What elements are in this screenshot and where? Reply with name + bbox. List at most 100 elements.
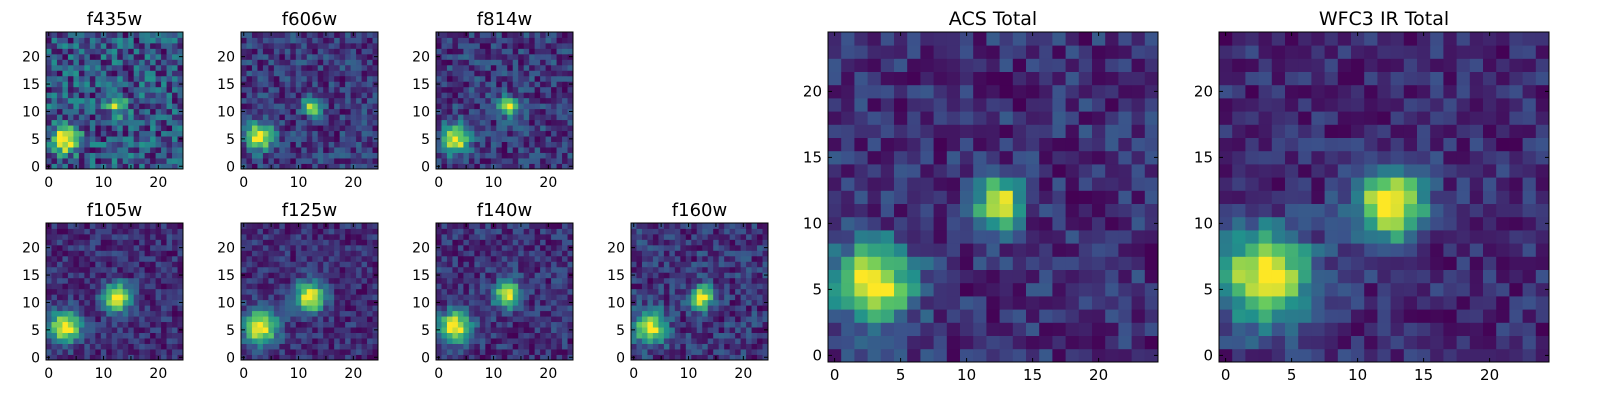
heatmap-cell [111, 239, 118, 246]
heatmap-cell [457, 223, 464, 229]
heatmap-cell [636, 310, 643, 317]
heatmap-cell [496, 92, 503, 99]
heatmap-cell [67, 310, 74, 317]
heatmap-cell [507, 343, 514, 350]
heatmap-cell [139, 103, 146, 110]
heatmap-cell [512, 277, 519, 284]
heatmap-cell [139, 152, 146, 159]
heatmap-cell [751, 305, 758, 312]
heatmap-cell [707, 343, 714, 350]
heatmap-cell [631, 305, 637, 312]
heatmap-cell [284, 64, 291, 71]
heatmap-cell [999, 150, 1014, 165]
heatmap-cell [556, 349, 563, 355]
heatmap-cell [84, 92, 91, 99]
heatmap-cell [89, 81, 96, 88]
heatmap-cell [534, 233, 541, 240]
heatmap-cell [133, 349, 140, 355]
heatmap-cell [111, 310, 118, 317]
heatmap-cell [647, 321, 654, 328]
heatmap-cell [529, 163, 536, 170]
heatmap-cell [279, 272, 286, 279]
heatmap-cell [361, 37, 368, 44]
heatmap-cell [507, 305, 514, 312]
heatmap-cell [507, 86, 514, 93]
heatmap-cell [84, 223, 91, 229]
heatmap-cell [117, 141, 124, 148]
heatmap-cell [268, 141, 275, 148]
heatmap-cell [436, 228, 442, 235]
heatmap-cell [474, 53, 481, 60]
heatmap-cell [67, 332, 74, 339]
axes-frame [240, 31, 379, 170]
heatmap-cell [867, 150, 882, 165]
heatmap-cell [463, 75, 470, 82]
heatmap-cell [551, 277, 557, 284]
heatmap-cell [84, 86, 91, 93]
heatmap-cell [696, 349, 703, 355]
heatmap-cell [100, 147, 107, 153]
heatmap-cell [556, 152, 563, 159]
heatmap-cell [356, 239, 362, 246]
heatmap-cells [436, 223, 574, 361]
heatmap-cell [150, 114, 156, 121]
heatmap-cell [100, 233, 107, 240]
heatmap-cell [713, 316, 720, 323]
heatmap-cell [446, 239, 453, 246]
heatmap-cell [155, 48, 162, 55]
heatmap-cell [345, 75, 351, 82]
heatmap-cell [501, 130, 508, 137]
heatmap-cell [1052, 203, 1066, 218]
heatmap-cell [534, 81, 541, 88]
heatmap-cell [257, 163, 264, 170]
heatmap-cell [735, 332, 741, 339]
heatmap-cell [479, 283, 486, 290]
heatmap-cell [89, 332, 96, 339]
heatmap-cell [172, 223, 178, 229]
heatmap-cell [562, 277, 568, 284]
heatmap-cell [95, 114, 102, 121]
heatmap-cell [496, 321, 503, 328]
heatmap-cell [328, 277, 335, 284]
heatmap-cell [257, 42, 264, 49]
heatmap-cell [284, 327, 291, 333]
heatmap-cell [62, 141, 69, 148]
heatmap-cell [95, 158, 102, 164]
heatmap-cell [106, 316, 113, 323]
heatmap-cell [361, 321, 368, 328]
heatmap-cell [67, 250, 74, 257]
heatmap-cell [551, 92, 557, 99]
heatmap-cell [306, 250, 313, 257]
heatmap-cell [73, 75, 80, 82]
heatmap-cell [95, 81, 102, 88]
heatmap-cell [345, 255, 351, 262]
heatmap-cell [663, 316, 670, 323]
heatmap-cell [128, 233, 135, 240]
heatmap-cell [246, 163, 253, 170]
heatmap-cell [735, 294, 741, 301]
heatmap-cell [523, 37, 530, 44]
heatmap-cell [669, 223, 676, 229]
heatmap-cell [334, 261, 341, 268]
heatmap-cell [139, 299, 146, 306]
heatmap-cell [246, 125, 253, 132]
heatmap-cell [674, 244, 681, 251]
heatmap-cell [161, 42, 167, 49]
heatmap-cell [100, 288, 107, 295]
heatmap-cell [339, 32, 346, 38]
heatmap-cell [729, 233, 736, 240]
heatmap-cell [257, 250, 264, 257]
heatmap-cell [89, 310, 96, 317]
heatmap-cell [540, 250, 546, 257]
heatmap-cell [441, 86, 448, 93]
heatmap-cell [933, 203, 948, 218]
heatmap-cell [339, 299, 346, 306]
heatmap-cell [485, 64, 492, 71]
heatmap-cell [680, 288, 687, 295]
heatmap-cell [155, 239, 162, 246]
heatmap-cell [150, 338, 156, 344]
heatmap-cell [139, 277, 146, 284]
heatmap-cell [95, 125, 102, 132]
heatmap-cell [636, 266, 643, 273]
